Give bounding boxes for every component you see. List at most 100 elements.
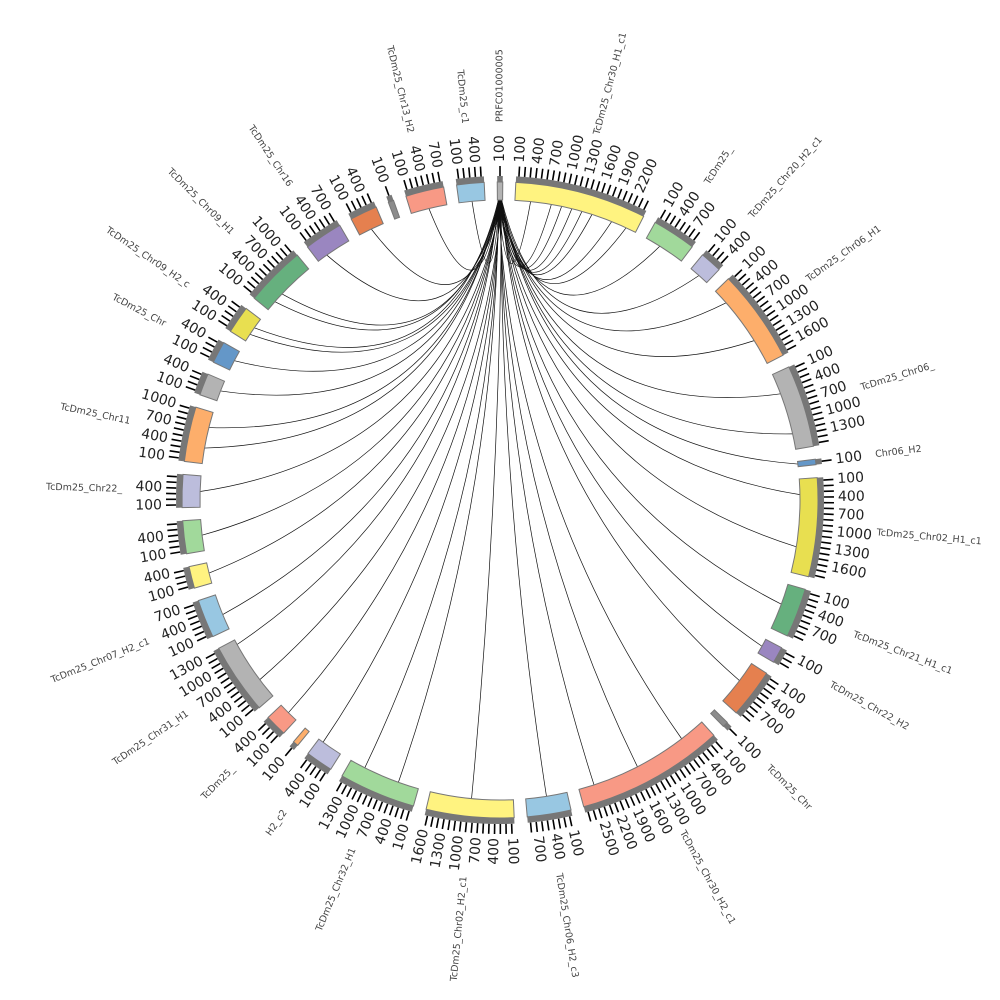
segment-block[interactable] (350, 206, 384, 236)
segment-block[interactable] (199, 373, 226, 402)
segment-block[interactable] (455, 181, 486, 204)
segment-block[interactable] (796, 458, 817, 468)
tick (592, 809, 598, 821)
segment-block[interactable] (387, 199, 401, 220)
segment-block[interactable] (578, 721, 715, 808)
segment-block[interactable] (306, 224, 350, 262)
segment-block[interactable] (197, 594, 230, 638)
tick (335, 782, 343, 792)
link (208, 199, 501, 574)
tick (214, 667, 224, 675)
tick (820, 546, 831, 550)
tick-label: 100 (835, 448, 863, 467)
segment-block[interactable] (714, 278, 784, 365)
segment-block[interactable] (188, 562, 213, 589)
segment-block[interactable] (182, 519, 205, 555)
axis-band (527, 809, 573, 823)
tick (230, 691, 240, 699)
segment-label: TcDm25_Chr09_H2_c (103, 224, 192, 290)
tick-label: 100 (821, 590, 851, 613)
segment-block[interactable] (183, 406, 214, 465)
segment-block[interactable] (757, 638, 783, 663)
tick (166, 523, 177, 526)
link (499, 199, 595, 785)
link (208, 199, 500, 429)
tick (563, 817, 567, 828)
tick (258, 267, 268, 276)
tick (809, 400, 820, 405)
segment-block[interactable] (770, 583, 806, 637)
segment-block[interactable] (212, 341, 241, 371)
segment-label: TcDm25_ (702, 145, 735, 188)
tick (176, 415, 187, 420)
tick (669, 215, 677, 225)
tick (557, 818, 562, 829)
segment-label: TcDm25_Chr09_H1 (164, 166, 236, 238)
segment-block[interactable] (645, 221, 693, 262)
tick (464, 822, 468, 833)
segment-block[interactable] (790, 477, 819, 578)
tick (795, 362, 805, 368)
tick (529, 167, 532, 178)
segment-block[interactable] (218, 639, 274, 709)
segment-block[interactable] (722, 662, 768, 714)
tick (205, 652, 216, 660)
tick (734, 269, 743, 278)
link (498, 199, 682, 739)
tick (169, 450, 180, 454)
tick (227, 305, 237, 313)
segment-block[interactable] (690, 254, 720, 284)
tick (684, 765, 692, 775)
tick (702, 752, 710, 761)
link (500, 199, 661, 296)
segment-block[interactable] (292, 727, 310, 747)
tick-label: 100 (512, 135, 530, 163)
segment[interactable]: 100 400 TcDm25_c1 (445, 68, 486, 204)
segment[interactable]: 100 Chr06_H2 (796, 444, 923, 468)
tick-label: 700 (837, 507, 864, 524)
tick (540, 168, 544, 179)
axis-band (728, 274, 789, 356)
tick-label: 100 (139, 546, 168, 566)
tick (199, 351, 210, 358)
tick (614, 802, 620, 813)
tick (257, 723, 267, 732)
segment-block[interactable] (267, 704, 297, 734)
tick (175, 421, 186, 426)
segment[interactable]: 100 40070010001300160019002200TcDm25_Chr3… (512, 31, 662, 234)
tick (250, 276, 260, 285)
segment[interactable]: 100 PRFC01000005 (492, 49, 508, 201)
segment-block[interactable] (253, 254, 310, 311)
tick (769, 314, 779, 322)
segment-block[interactable] (307, 738, 342, 770)
segment-block[interactable] (525, 791, 572, 818)
tick (745, 709, 755, 718)
tick-label: 700 (819, 378, 849, 402)
tick (818, 439, 829, 444)
segments-layer: 100 PRFC01000005 100 4007001000130016001900… (45, 31, 982, 982)
tick (816, 428, 827, 433)
tick (254, 272, 264, 281)
segment-block[interactable] (181, 473, 202, 509)
segment-block[interactable] (710, 709, 728, 728)
segment-block[interactable] (405, 186, 448, 215)
segment-block[interactable] (229, 307, 262, 342)
axis-band (348, 201, 377, 219)
tick (261, 727, 271, 736)
segment-block[interactable] (496, 181, 504, 201)
axis-band (702, 250, 724, 270)
tick (226, 686, 237, 694)
